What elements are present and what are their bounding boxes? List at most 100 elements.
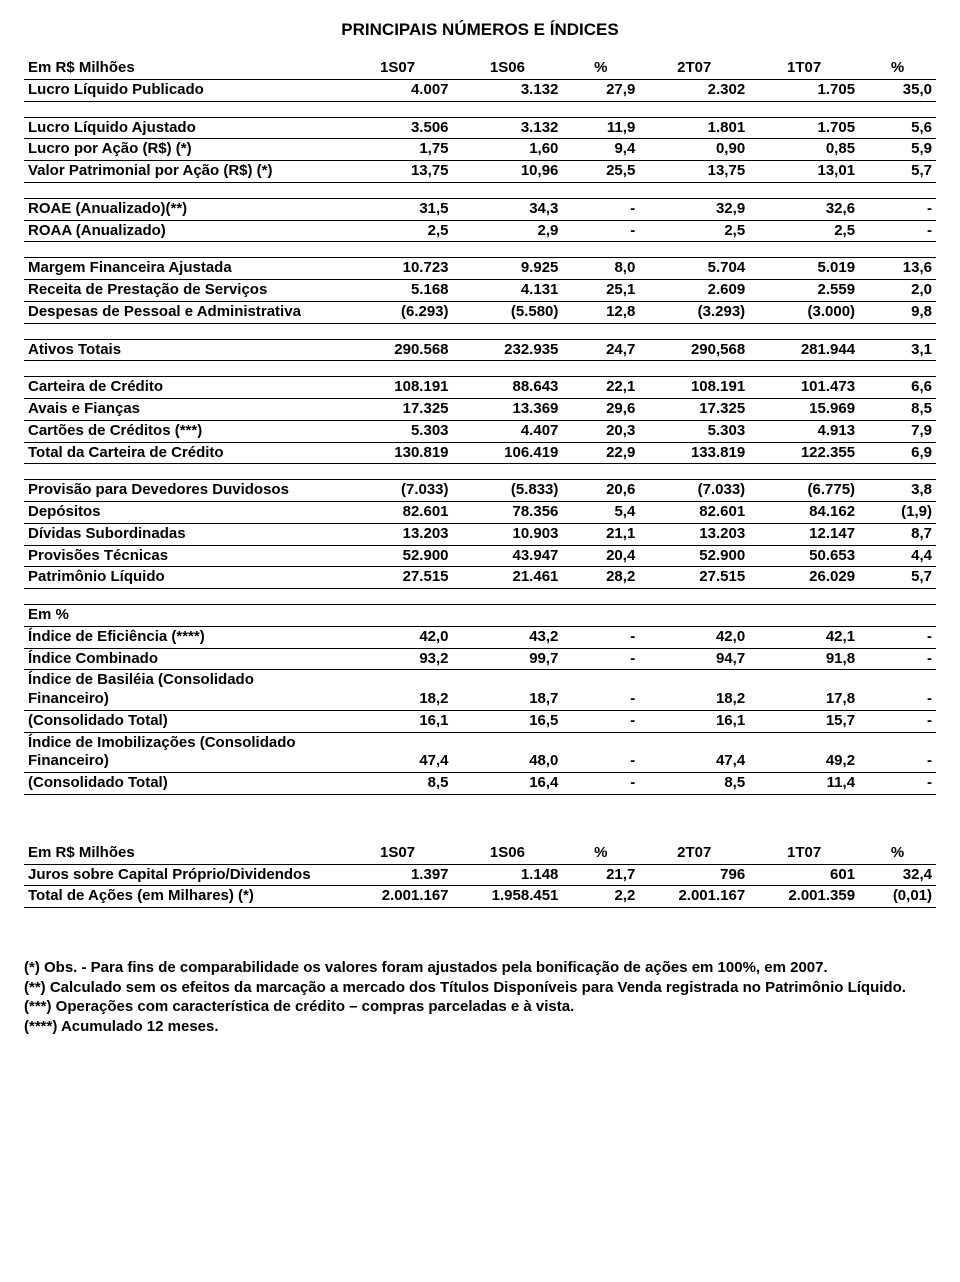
row-value — [343, 605, 453, 627]
row-value: 84.162 — [749, 502, 859, 524]
row-value: 10.903 — [453, 523, 563, 545]
row-label: Total da Carteira de Crédito — [24, 442, 343, 464]
row-value: 122.355 — [749, 442, 859, 464]
row-value: 82.601 — [639, 502, 749, 524]
row-value: 43.947 — [453, 545, 563, 567]
row-value: 18,2 — [639, 670, 749, 711]
row-value: 91,8 — [749, 648, 859, 670]
row-value: 9.925 — [453, 258, 563, 280]
row-value: 133.819 — [639, 442, 749, 464]
row-label: Total de Ações (em Milhares) (*) — [24, 886, 343, 908]
row-value: 32,4 — [859, 864, 936, 886]
row-value: 93,2 — [343, 648, 453, 670]
row-value: 5.303 — [343, 420, 453, 442]
row-value: 52.900 — [639, 545, 749, 567]
row-value: 2,0 — [859, 280, 936, 302]
row-value: 29,6 — [562, 399, 639, 421]
row-value: 4,4 — [859, 545, 936, 567]
row-value: (3.293) — [639, 301, 749, 323]
row-value: 27.515 — [639, 567, 749, 589]
row-value: 4.007 — [343, 79, 453, 101]
row-value: - — [859, 626, 936, 648]
row-label: Lucro Líquido Publicado — [24, 79, 343, 101]
row-value: 25,1 — [562, 280, 639, 302]
row-value: 3,8 — [859, 480, 936, 502]
row-value: 3,1 — [859, 339, 936, 361]
row-value: 6,9 — [859, 442, 936, 464]
row-value: 13.369 — [453, 399, 563, 421]
row-value: 50.653 — [749, 545, 859, 567]
row-value: 2T07 — [639, 843, 749, 864]
row-value: - — [859, 220, 936, 242]
row-value: - — [562, 198, 639, 220]
row-value: - — [562, 220, 639, 242]
row-value: 2,5 — [639, 220, 749, 242]
row-value: 1.397 — [343, 864, 453, 886]
row-value: 2.001.359 — [749, 886, 859, 908]
row-value: 4.913 — [749, 420, 859, 442]
row-value: 13.203 — [343, 523, 453, 545]
row-value: 3.132 — [453, 79, 563, 101]
row-value: 130.819 — [343, 442, 453, 464]
row-label: Cartões de Créditos (***) — [24, 420, 343, 442]
row-value: 108.191 — [343, 377, 453, 399]
row-value: 5.168 — [343, 280, 453, 302]
row-value: 25,5 — [562, 161, 639, 183]
row-value: 2.001.167 — [343, 886, 453, 908]
row-value: 0,85 — [749, 139, 859, 161]
row-value: 22,9 — [562, 442, 639, 464]
row-value: 17.325 — [639, 399, 749, 421]
row-value: 2,2 — [562, 886, 639, 908]
row-value: 42,0 — [639, 626, 749, 648]
row-value: 26.029 — [749, 567, 859, 589]
row-value: 5,7 — [859, 567, 936, 589]
row-label: ROAE (Anualizado)(**) — [24, 198, 343, 220]
row-value: 31,5 — [343, 198, 453, 220]
row-value: 43,2 — [453, 626, 563, 648]
row-value: 21.461 — [453, 567, 563, 589]
row-label: Depósitos — [24, 502, 343, 524]
row-value: 1S07 — [343, 843, 453, 864]
row-value: - — [859, 773, 936, 795]
row-value: 5,7 — [859, 161, 936, 183]
row-value — [562, 605, 639, 627]
row-value: 27,9 — [562, 79, 639, 101]
row-value: 1.958.451 — [453, 886, 563, 908]
row-value: - — [562, 773, 639, 795]
row-value: (6.293) — [343, 301, 453, 323]
row-label: Valor Patrimonial por Ação (R$) (*) — [24, 161, 343, 183]
row-value: 22,1 — [562, 377, 639, 399]
row-label: Provisão para Devedores Duvidosos — [24, 480, 343, 502]
row-value: 796 — [639, 864, 749, 886]
row-value: 108.191 — [639, 377, 749, 399]
row-value: 27.515 — [343, 567, 453, 589]
row-value: 8,5 — [343, 773, 453, 795]
page-title: PRINCIPAIS NÚMEROS E ÍNDICES — [24, 20, 936, 40]
row-value: 0,90 — [639, 139, 749, 161]
row-value: 5,6 — [859, 117, 936, 139]
row-label: Patrimônio Líquido — [24, 567, 343, 589]
row-value: 2.302 — [639, 79, 749, 101]
row-value: 5.303 — [639, 420, 749, 442]
row-value: (3.000) — [749, 301, 859, 323]
row-value: 2,5 — [749, 220, 859, 242]
row-label: Despesas de Pessoal e Administrativa — [24, 301, 343, 323]
row-value: 1.705 — [749, 117, 859, 139]
row-value: 20,3 — [562, 420, 639, 442]
row-label: Índice de Eficiência (****) — [24, 626, 343, 648]
row-value: 16,1 — [639, 710, 749, 732]
row-value — [453, 605, 563, 627]
row-value — [859, 605, 936, 627]
row-label: Em % — [24, 605, 343, 627]
row-value: 1.801 — [639, 117, 749, 139]
row-label: Receita de Prestação de Serviços — [24, 280, 343, 302]
row-value: - — [562, 710, 639, 732]
row-value: 42,0 — [343, 626, 453, 648]
row-value: 1S06 — [453, 843, 563, 864]
row-value: (5.580) — [453, 301, 563, 323]
row-value: 5.704 — [639, 258, 749, 280]
row-value: 8,5 — [859, 399, 936, 421]
row-value: 21,1 — [562, 523, 639, 545]
row-value: 2,9 — [453, 220, 563, 242]
row-value: 18,2 — [343, 670, 453, 711]
